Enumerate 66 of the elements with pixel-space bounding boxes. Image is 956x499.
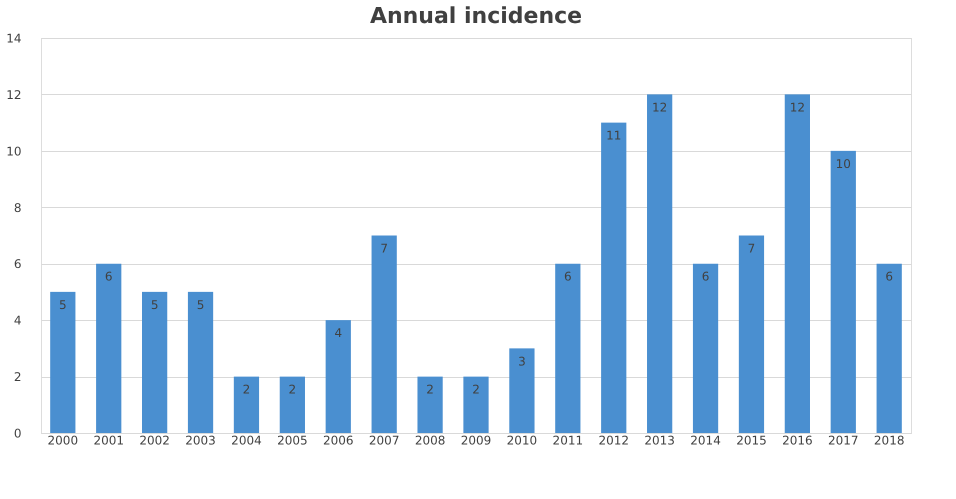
data-label: 2 — [242, 382, 250, 397]
data-label: 3 — [518, 354, 526, 368]
x-tick-label: 2018 — [874, 434, 904, 448]
x-tick-label: 2017 — [828, 434, 859, 448]
data-label: 6 — [702, 270, 710, 284]
x-tick-label: 2000 — [48, 434, 78, 448]
data-label: 7 — [748, 242, 756, 256]
data-label: 6 — [104, 270, 113, 284]
bar — [876, 264, 902, 433]
x-tick-label: 2003 — [185, 434, 216, 448]
bar — [463, 376, 489, 433]
y-tick-label: 6 — [14, 257, 22, 272]
data-label: 5 — [196, 298, 204, 312]
x-tick-label: 2011 — [552, 434, 584, 448]
bar — [601, 122, 626, 433]
bar — [784, 94, 810, 433]
x-tick-label: 2012 — [598, 434, 630, 448]
data-label: 2 — [472, 382, 480, 397]
y-tick-label: 12 — [6, 88, 22, 102]
y-tick-label: 10 — [6, 144, 22, 158]
data-label: 11 — [606, 128, 622, 143]
x-tick-label: 2016 — [782, 434, 813, 448]
bar — [96, 264, 122, 433]
chart-title: Annual incidence — [370, 4, 582, 29]
x-tick-label: 2002 — [139, 434, 170, 448]
bar — [234, 376, 260, 433]
x-tick-label: 2015 — [736, 434, 767, 448]
bar — [692, 264, 718, 433]
bar — [555, 264, 580, 433]
data-label: 5 — [58, 298, 67, 312]
bar — [188, 292, 214, 433]
bar — [142, 292, 168, 433]
x-tick-label: 2009 — [460, 434, 492, 448]
y-tick-label: 0 — [14, 426, 22, 440]
bar — [738, 236, 764, 433]
data-label: 2 — [288, 382, 296, 397]
x-tick-label: 2006 — [322, 434, 354, 448]
x-tick-label: 2010 — [506, 434, 538, 448]
data-label: 5 — [150, 298, 158, 312]
x-tick-label: 2004 — [231, 434, 262, 448]
x-tick-label: 2001 — [93, 434, 124, 448]
y-tick-label: 2 — [14, 370, 22, 384]
data-label: 12 — [790, 100, 806, 114]
bar — [50, 292, 76, 433]
bar — [509, 348, 535, 433]
data-label: 10 — [836, 156, 851, 171]
x-tick-label: 2005 — [277, 434, 308, 448]
data-label: 2 — [426, 382, 434, 397]
data-label: 6 — [564, 270, 572, 284]
data-label: 6 — [885, 270, 894, 284]
x-tick-label: 2013 — [644, 434, 675, 448]
bar — [417, 376, 443, 433]
bar — [830, 150, 856, 433]
bar — [372, 236, 397, 433]
x-tick-label: 2007 — [368, 434, 400, 448]
y-tick-label: 4 — [14, 314, 22, 328]
bar — [647, 94, 672, 433]
bar — [280, 376, 305, 433]
data-label: 4 — [334, 326, 342, 340]
y-tick-label: 14 — [6, 32, 22, 46]
y-tick-label: 8 — [14, 200, 22, 215]
data-label: 12 — [652, 100, 668, 114]
bar — [326, 320, 351, 433]
x-tick-label: 2008 — [414, 434, 446, 448]
data-label: 7 — [380, 242, 388, 256]
x-tick-label: 2014 — [690, 434, 721, 448]
